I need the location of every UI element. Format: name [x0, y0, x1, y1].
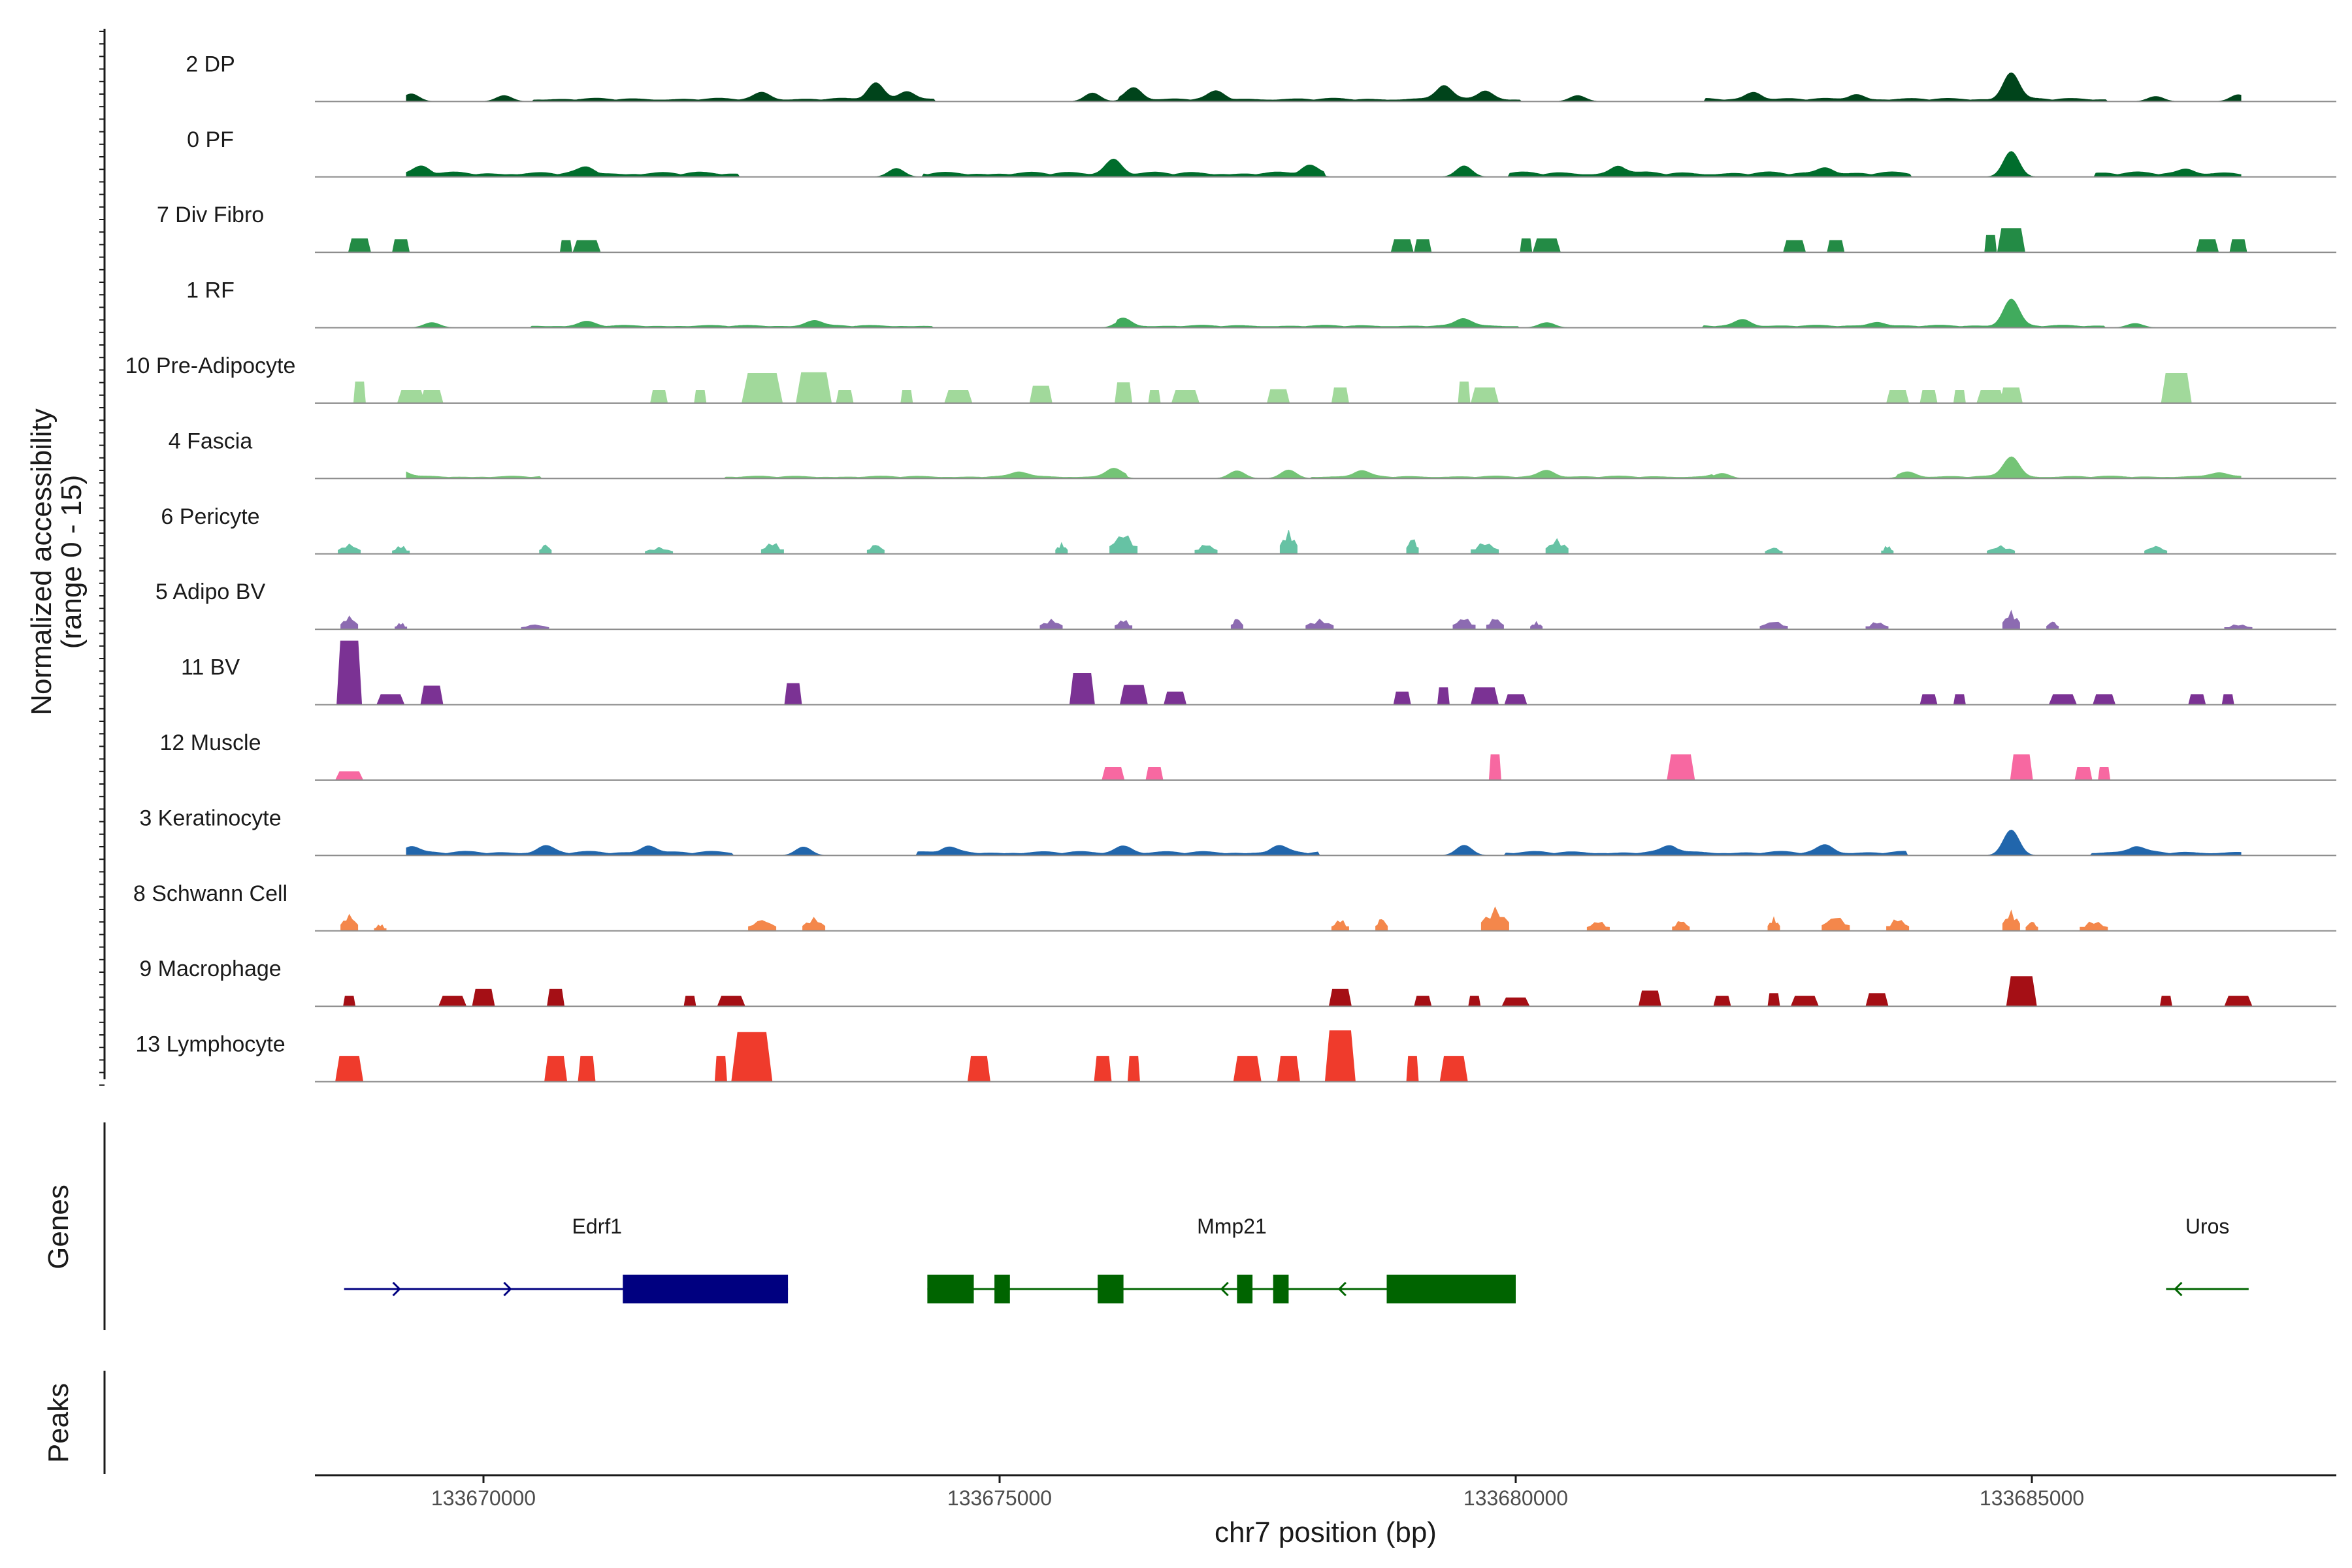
- y-axis-title: Normalized accessibility: [25, 408, 57, 715]
- gene-label: Uros: [2185, 1215, 2230, 1238]
- track-signal: [406, 456, 2242, 479]
- track-3-keratinocyte: 3 Keratinocyte: [139, 806, 2336, 857]
- gene-annotations: Edrf1 Mmp21 Uros: [344, 1215, 2249, 1303]
- y-axis-subtitle: (range 0 - 15): [56, 475, 88, 649]
- peaks-panel-label: Peaks: [42, 1383, 74, 1463]
- track-7-div-fibro: 7 Div Fibro: [157, 203, 2336, 253]
- gene-exon: [1386, 1275, 1516, 1303]
- track-signal: [335, 754, 2111, 781]
- gene-mmp21: Mmp21: [927, 1215, 1516, 1303]
- track-signal: [340, 610, 2253, 630]
- gene-exon: [1237, 1275, 1253, 1303]
- track-label: 6 Pericyte: [161, 504, 259, 529]
- track-0-pf: 0 PF: [187, 127, 2336, 178]
- track-label: 9 Macrophage: [139, 956, 281, 981]
- track-label: 4 Fascia: [169, 429, 253, 453]
- gene-label: Edrf1: [572, 1215, 622, 1238]
- track-signal: [338, 530, 2168, 555]
- gene-exon: [1098, 1275, 1124, 1303]
- gene-uros: Uros: [2166, 1215, 2249, 1297]
- track-label: 12 Muscle: [160, 730, 261, 755]
- strand-arrow: [2174, 1281, 2183, 1297]
- track-signal: [406, 72, 2242, 102]
- gene-exon: [927, 1275, 974, 1303]
- strand-arrow: [1337, 1281, 1347, 1297]
- track-label: 13 Lymphocyte: [135, 1032, 285, 1057]
- track-13-lymphocyte: 13 Lymphocyte: [135, 1030, 2336, 1083]
- x-tick-label: 133670000: [431, 1486, 536, 1510]
- track-1-rf: 1 RF: [186, 278, 2336, 329]
- track-signal: [406, 829, 2242, 856]
- gene-exon: [994, 1275, 1010, 1303]
- track-label: 1 RF: [186, 278, 235, 303]
- track-label: 8 Schwann Cell: [133, 881, 287, 906]
- track-signal: [406, 299, 2241, 329]
- track-label: 10 Pre-Adipocyte: [125, 353, 296, 378]
- coverage-y-axis-ruler: [99, 29, 106, 1086]
- x-tick-label: 133685000: [1980, 1486, 2084, 1510]
- track-signal: [336, 640, 2234, 706]
- gene-exon: [623, 1275, 789, 1303]
- track-11-bv: 11 BV: [181, 640, 2336, 706]
- track-label: 5 Adipo BV: [155, 580, 266, 604]
- track-4-fascia: 4 Fascia: [169, 429, 2336, 480]
- track-label: 0 PF: [187, 127, 234, 152]
- gene-edrf1: Edrf1: [344, 1215, 789, 1303]
- track-2-dp: 2 DP: [186, 52, 2336, 103]
- strand-arrow: [503, 1281, 512, 1297]
- track-label: 3 Keratinocyte: [139, 806, 281, 830]
- x-axis-ticks: 133670000 133675000 133680000 133685000: [431, 1475, 2084, 1510]
- strand-arrow: [1220, 1281, 1229, 1297]
- track-9-macrophage: 9 Macrophage: [139, 956, 2336, 1007]
- track-signal: [343, 976, 2253, 1007]
- track-signal: [335, 1030, 1468, 1083]
- track-label: 7 Div Fibro: [157, 203, 264, 227]
- genes-panel-label: Genes: [42, 1184, 74, 1269]
- track-12-muscle: 12 Muscle: [160, 730, 2336, 781]
- track-signal: [353, 372, 2192, 404]
- gene-exon: [1273, 1275, 1289, 1303]
- track-signal: [340, 906, 2108, 932]
- coverage-tracks: 2 DP 0 PF 7 Div Fibro 1 RF 10 Pre-Adipocyte 4…: [125, 52, 2336, 1083]
- gene-label: Mmp21: [1197, 1215, 1267, 1238]
- x-tick-label: 133675000: [947, 1486, 1052, 1510]
- track-signal: [348, 228, 2247, 253]
- track-label: 11 BV: [181, 655, 240, 680]
- track-5-adipo-bv: 5 Adipo BV: [155, 580, 2336, 630]
- track-signal: [406, 151, 2242, 178]
- track-10-pre-adipocyte: 10 Pre-Adipocyte: [125, 353, 2336, 404]
- strand-arrow: [392, 1281, 401, 1297]
- track-label: 2 DP: [186, 52, 235, 76]
- x-axis-title: chr7 position (bp): [1215, 1516, 1437, 1548]
- x-tick-label: 133680000: [1463, 1486, 1568, 1510]
- track-8-schwann-cell: 8 Schwann Cell: [133, 881, 2336, 932]
- track-6-pericyte: 6 Pericyte: [161, 504, 2336, 555]
